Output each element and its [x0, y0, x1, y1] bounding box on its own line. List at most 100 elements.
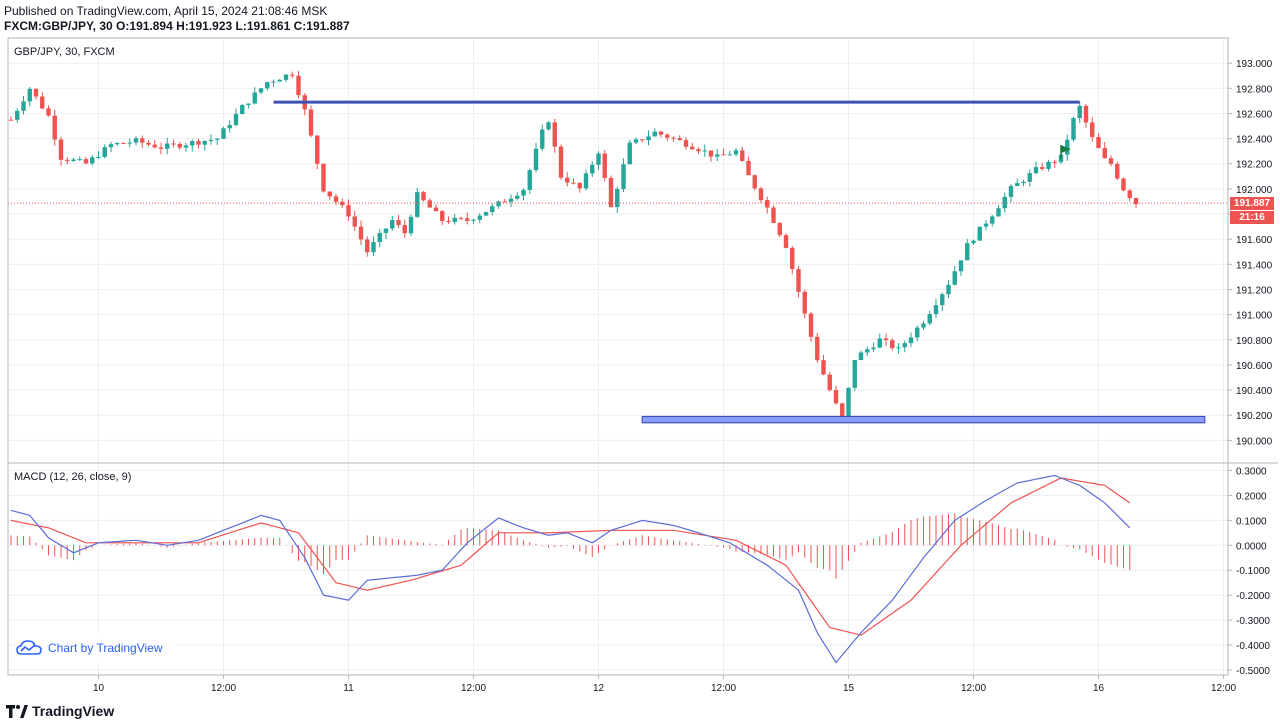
candle-body[interactable]	[483, 211, 489, 216]
candle-body[interactable]	[21, 101, 26, 111]
candle-body[interactable]	[708, 150, 714, 157]
candle-body[interactable]	[733, 150, 739, 155]
candle-body[interactable]	[327, 191, 332, 197]
flag-marker-icon[interactable]	[1061, 145, 1071, 154]
candle-body[interactable]	[1077, 105, 1082, 119]
candle-body[interactable]	[158, 147, 164, 149]
candle-body[interactable]	[646, 136, 651, 141]
candle-body[interactable]	[415, 192, 420, 217]
candle-body[interactable]	[927, 314, 932, 324]
candle-body[interactable]	[465, 218, 470, 221]
candle-body[interactable]	[521, 189, 526, 196]
candle-body[interactable]	[15, 110, 20, 120]
candle-body[interactable]	[177, 143, 182, 148]
candle-body[interactable]	[183, 145, 189, 148]
candle-body[interactable]	[933, 305, 939, 315]
candle-body[interactable]	[471, 219, 476, 221]
candle-body[interactable]	[908, 337, 914, 344]
candle-body[interactable]	[496, 201, 501, 207]
candle-body[interactable]	[371, 242, 376, 253]
candle-body[interactable]	[1127, 190, 1132, 199]
candle-body[interactable]	[890, 340, 895, 349]
candle-body[interactable]	[77, 159, 82, 161]
candle-body[interactable]	[208, 139, 214, 141]
candle-body[interactable]	[346, 205, 351, 217]
candle-body[interactable]	[983, 223, 989, 227]
candle-body[interactable]	[1015, 183, 1020, 187]
candle-body[interactable]	[1052, 161, 1057, 163]
candle-body[interactable]	[258, 88, 264, 93]
candle-body[interactable]	[396, 219, 401, 226]
candle-body[interactable]	[8, 119, 14, 121]
candle-body[interactable]	[615, 189, 620, 208]
candle-body[interactable]	[71, 159, 76, 161]
candle-body[interactable]	[996, 208, 1001, 217]
candle-body[interactable]	[571, 182, 576, 184]
candle-body[interactable]	[340, 201, 345, 206]
candle-body[interactable]	[1115, 163, 1120, 179]
candle-body[interactable]	[265, 82, 270, 89]
candle-body[interactable]	[652, 131, 657, 137]
candle-body[interactable]	[527, 170, 532, 190]
candle-body[interactable]	[402, 225, 407, 234]
candle-body[interactable]	[821, 360, 826, 375]
candle-body[interactable]	[1040, 167, 1045, 169]
candle-body[interactable]	[896, 347, 901, 349]
candle-body[interactable]	[790, 247, 795, 270]
candle-body[interactable]	[533, 148, 539, 171]
candle-body[interactable]	[977, 226, 982, 241]
candle-body[interactable]	[1027, 173, 1032, 182]
candle-body[interactable]	[546, 122, 551, 130]
candle-body[interactable]	[1102, 148, 1107, 159]
support-zone[interactable]	[641, 415, 1206, 424]
candle-body[interactable]	[946, 284, 951, 295]
candle-body[interactable]	[558, 146, 564, 178]
candle-body[interactable]	[221, 128, 226, 139]
candle-body[interactable]	[196, 141, 201, 145]
candle-body[interactable]	[121, 142, 126, 144]
candle-body[interactable]	[990, 216, 995, 224]
candle-body[interactable]	[477, 215, 482, 220]
candle-body[interactable]	[621, 164, 626, 190]
candle-body[interactable]	[696, 149, 701, 152]
candle-body[interactable]	[640, 139, 645, 141]
candle-body[interactable]	[277, 79, 282, 82]
candle-body[interactable]	[133, 138, 139, 143]
candle-body[interactable]	[246, 103, 251, 106]
candle-body[interactable]	[90, 157, 95, 164]
candle-body[interactable]	[315, 135, 320, 164]
candle-body[interactable]	[815, 336, 820, 361]
candle-body[interactable]	[190, 141, 195, 146]
candle-body[interactable]	[515, 195, 520, 199]
candle-body[interactable]	[921, 323, 926, 328]
candle-body[interactable]	[352, 216, 357, 227]
candle-body[interactable]	[233, 114, 239, 126]
candle-body[interactable]	[1121, 178, 1126, 191]
candle-body[interactable]	[783, 235, 789, 248]
candle-body[interactable]	[152, 144, 157, 148]
candle-body[interactable]	[446, 221, 451, 223]
candle-body[interactable]	[1090, 122, 1095, 138]
candle-body[interactable]	[240, 105, 245, 115]
candle-body[interactable]	[40, 96, 45, 109]
candle-body[interactable]	[590, 164, 595, 174]
candle-body[interactable]	[540, 129, 545, 149]
candle-body[interactable]	[427, 200, 432, 208]
candle-body[interactable]	[952, 271, 957, 285]
candle-body[interactable]	[1133, 198, 1139, 205]
candle-body[interactable]	[852, 359, 857, 388]
candle-body[interactable]	[715, 154, 720, 157]
candle-body[interactable]	[408, 216, 414, 234]
candle-body[interactable]	[871, 347, 876, 350]
candle-body[interactable]	[215, 138, 220, 140]
candle-body[interactable]	[627, 142, 632, 165]
candle-body[interactable]	[296, 75, 301, 96]
candle-body[interactable]	[46, 108, 51, 116]
candle-body[interactable]	[727, 154, 732, 156]
candle-body[interactable]	[308, 109, 314, 136]
candle-body[interactable]	[608, 177, 614, 208]
candle-body[interactable]	[365, 239, 370, 253]
candle-body[interactable]	[140, 138, 145, 143]
candle-body[interactable]	[796, 269, 801, 292]
candle-body[interactable]	[602, 153, 607, 178]
